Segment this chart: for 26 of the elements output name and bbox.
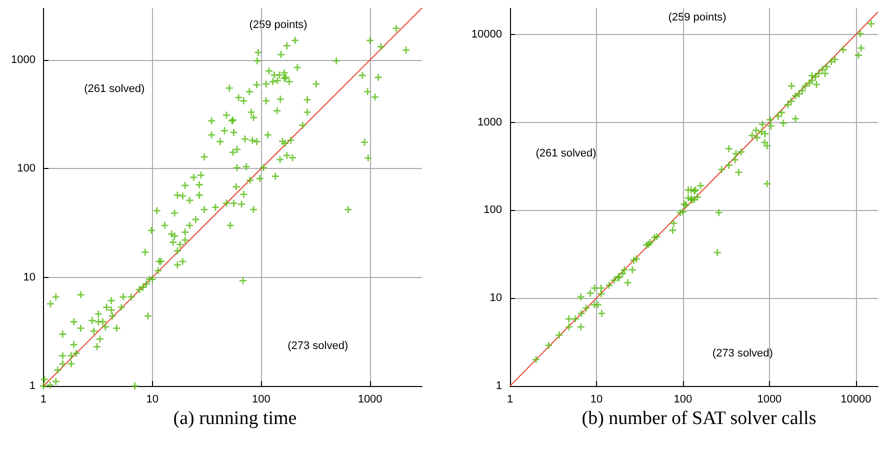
y-tick-label: 1	[29, 380, 36, 392]
x-tick-label: 10	[146, 394, 158, 406]
y-tick-label: 1	[496, 380, 502, 392]
y-tick-label: 1000	[478, 116, 502, 128]
x-tick-label: 10000	[840, 394, 872, 406]
y-tick-label: 10	[23, 271, 36, 284]
x-tick-label: 10	[590, 394, 603, 406]
text: (b) number of SAT solver calls	[582, 408, 816, 429]
x-tick-label: 1000	[757, 394, 782, 406]
x-tick-label: 100	[252, 394, 270, 406]
x-tick-label: 1000	[358, 394, 382, 406]
x-tick-label: 1	[40, 394, 47, 406]
x-tick-label: 1	[506, 394, 514, 406]
y-tick-label: 100	[484, 204, 502, 216]
y-tick-label: 1000	[10, 54, 36, 66]
annotation: (259 points)	[668, 11, 726, 24]
y-tick-label: 10000	[471, 28, 502, 40]
x-tick-label: 100	[674, 394, 692, 406]
annotation: (259 points)	[249, 18, 308, 31]
y-tick-label: 100	[17, 162, 36, 175]
y-tick-label: 10	[490, 292, 502, 304]
annotation: (273 solved)	[712, 348, 773, 360]
text: (a) running time	[173, 408, 297, 429]
annotation: (261 solved)	[84, 83, 145, 96]
annotation: (261 solved)	[536, 147, 596, 160]
annotation: (273 solved)	[288, 340, 348, 352]
